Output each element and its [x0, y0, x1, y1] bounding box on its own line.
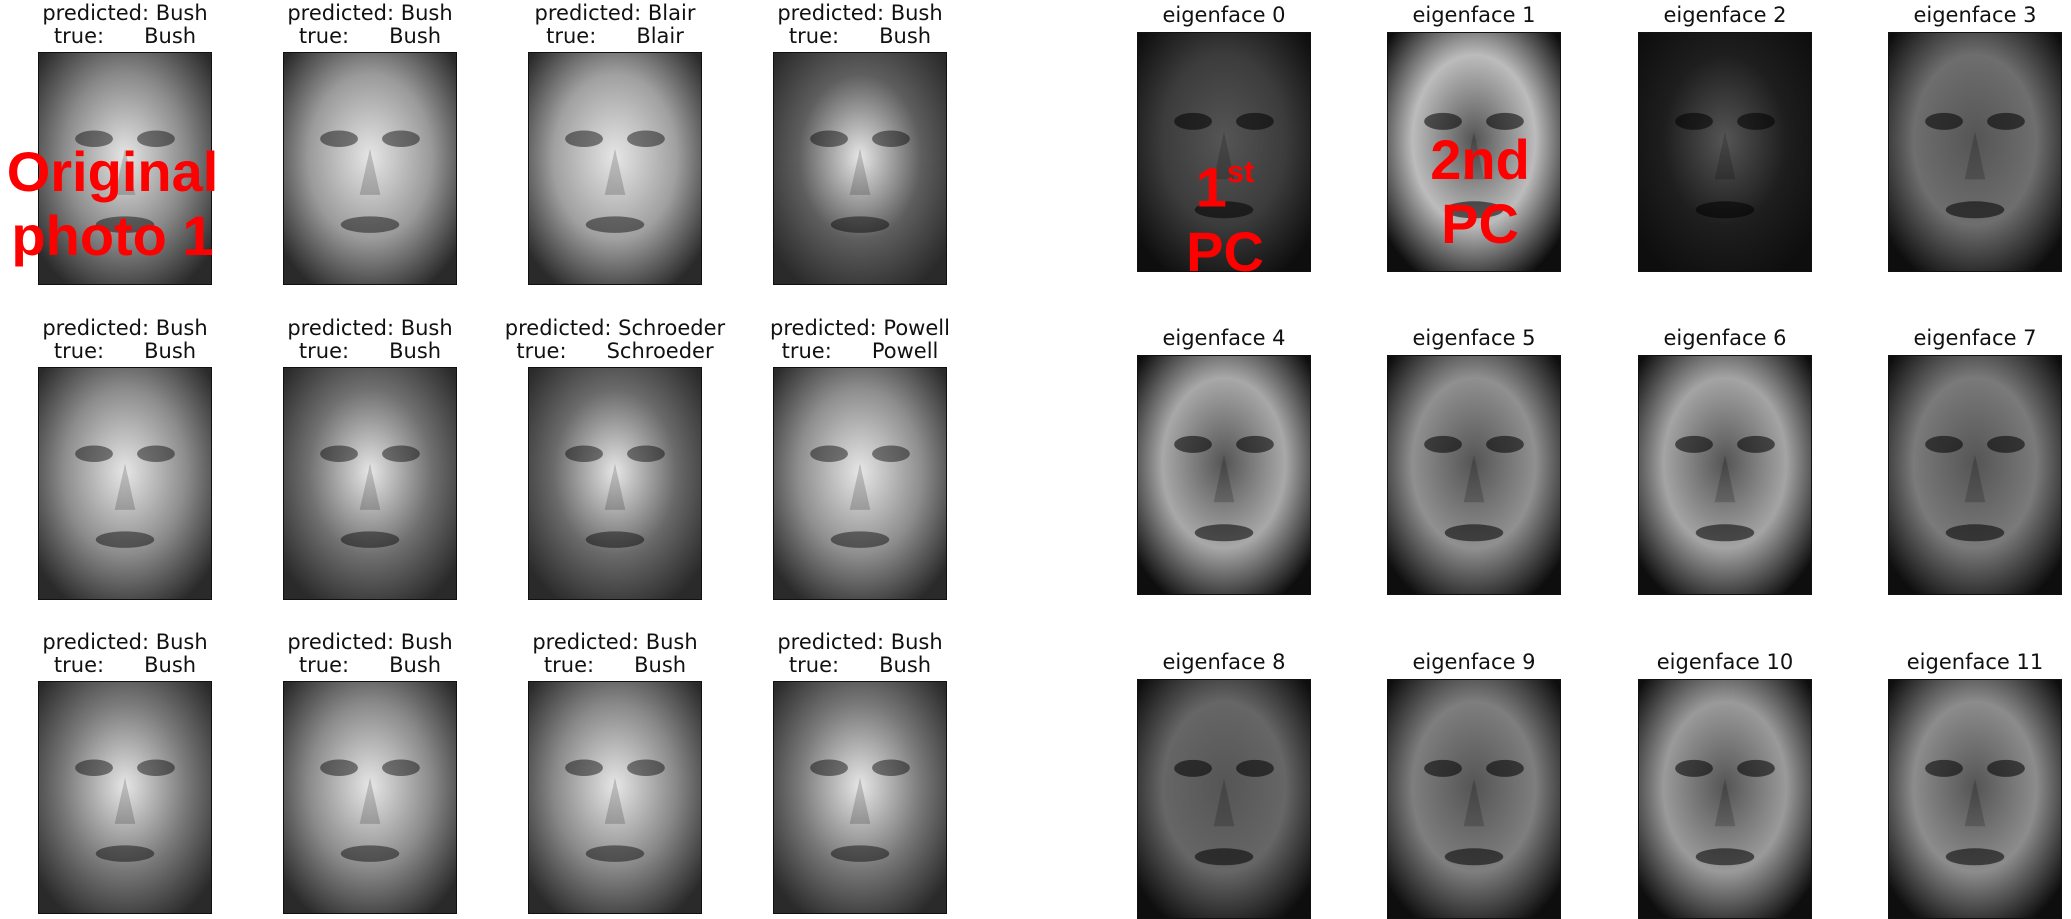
face-photo	[38, 681, 212, 914]
annotation-original-photo: Original photo 1	[0, 140, 225, 268]
eigenface-image	[1638, 679, 1812, 919]
prediction-caption: predicted: Bush true: Bush	[250, 2, 490, 48]
eigenface-image	[1387, 679, 1561, 919]
face-photo	[528, 681, 702, 914]
face-photo	[283, 367, 457, 600]
eigenface-caption: eigenface 0	[1124, 4, 1324, 27]
eigenface-caption: eigenface 3	[1875, 4, 2071, 27]
prediction-caption: predicted: Blair true: Blair	[495, 2, 735, 48]
prediction-caption: predicted: Bush true: Bush	[5, 2, 245, 48]
eigenface-image	[1387, 355, 1561, 595]
annotation-second-pc: 2nd PC	[1410, 128, 1550, 256]
prediction-caption: predicted: Bush true: Bush	[250, 631, 490, 677]
eigenface-image	[1137, 355, 1311, 595]
eigenface-caption: eigenface 2	[1625, 4, 1825, 27]
eigenface-caption: eigenface 9	[1374, 651, 1574, 674]
annotation-first-pc: 1st PC	[1170, 140, 1280, 284]
face-photo	[773, 367, 947, 600]
prediction-caption: predicted: Schroeder true: Schroeder	[495, 317, 735, 363]
eigenface-image	[1888, 355, 2062, 595]
eigenface-caption: eigenface 5	[1374, 327, 1574, 350]
face-photo	[773, 52, 947, 285]
eigenface-image	[1137, 679, 1311, 919]
eigenface-caption: eigenface 8	[1124, 651, 1324, 674]
prediction-caption: predicted: Bush true: Bush	[5, 317, 245, 363]
prediction-caption: predicted: Bush true: Bush	[495, 631, 735, 677]
pc1-word: PC	[1170, 220, 1280, 284]
eigenface-image	[1638, 355, 1812, 595]
face-photo	[283, 52, 457, 285]
prediction-caption: predicted: Bush true: Bush	[5, 631, 245, 677]
eigenface-caption: eigenface 11	[1875, 651, 2071, 674]
pc1-superscript: st	[1227, 154, 1254, 189]
prediction-caption: predicted: Bush true: Bush	[740, 2, 980, 48]
pc1-number: 1	[1196, 156, 1227, 219]
eigenface-caption: eigenface 10	[1625, 651, 1825, 674]
prediction-caption: predicted: Bush true: Bush	[740, 631, 980, 677]
eigenface-image	[1888, 32, 2062, 272]
eigenface-caption: eigenface 7	[1875, 327, 2071, 350]
eigenface-caption: eigenface 6	[1625, 327, 1825, 350]
eigenface-caption: eigenface 4	[1124, 327, 1324, 350]
face-photo	[528, 367, 702, 600]
eigenface-image	[1638, 32, 1812, 272]
prediction-caption: predicted: Powell true: Powell	[740, 317, 980, 363]
eigenface-image	[1888, 679, 2062, 919]
eigenface-caption: eigenface 1	[1374, 4, 1574, 27]
face-photo	[528, 52, 702, 285]
prediction-caption: predicted: Bush true: Bush	[250, 317, 490, 363]
face-photo	[38, 367, 212, 600]
face-photo	[283, 681, 457, 914]
face-photo	[773, 681, 947, 914]
